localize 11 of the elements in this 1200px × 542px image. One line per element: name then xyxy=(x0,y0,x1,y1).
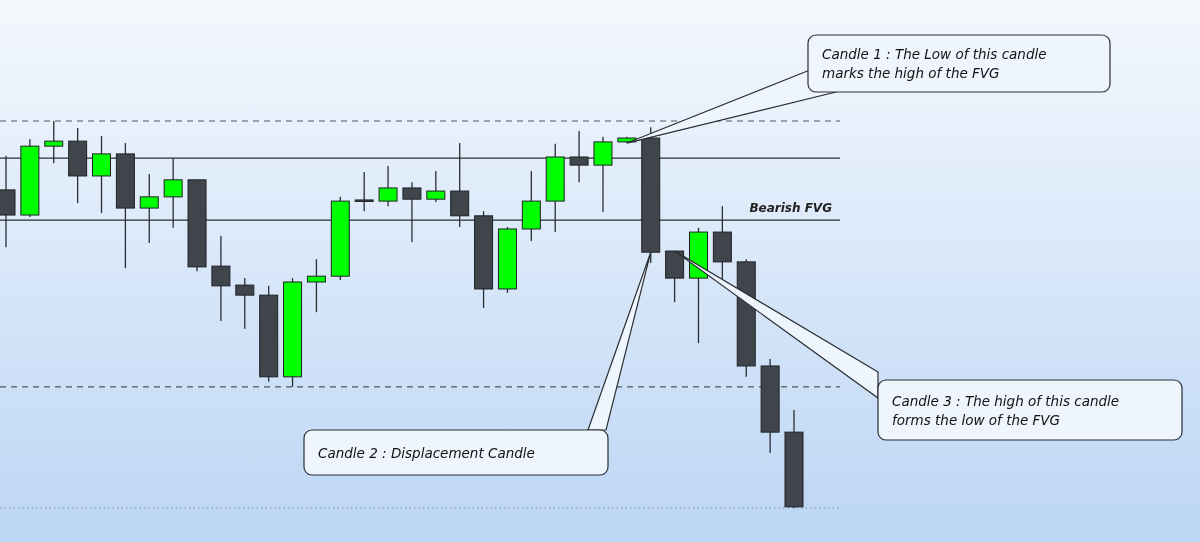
ref-line-label: Bearish FVG xyxy=(749,201,833,216)
annotation: Candle 2 : Displacement Candle xyxy=(318,444,535,461)
candlestick xyxy=(354,171,374,212)
candlestick xyxy=(378,165,398,207)
candlestick xyxy=(235,277,255,330)
candlestick xyxy=(211,235,231,322)
callout-box: Candle 3 : The high of this candle forms the low of the FVG xyxy=(674,250,1183,441)
callout-box: Candle 2 : Displacement Candle xyxy=(303,251,652,476)
callout-box: Candle 1 : The Low of this candle marks the high of the FVG xyxy=(626,34,1111,144)
candlestick xyxy=(426,170,446,203)
candlestick xyxy=(306,258,326,313)
